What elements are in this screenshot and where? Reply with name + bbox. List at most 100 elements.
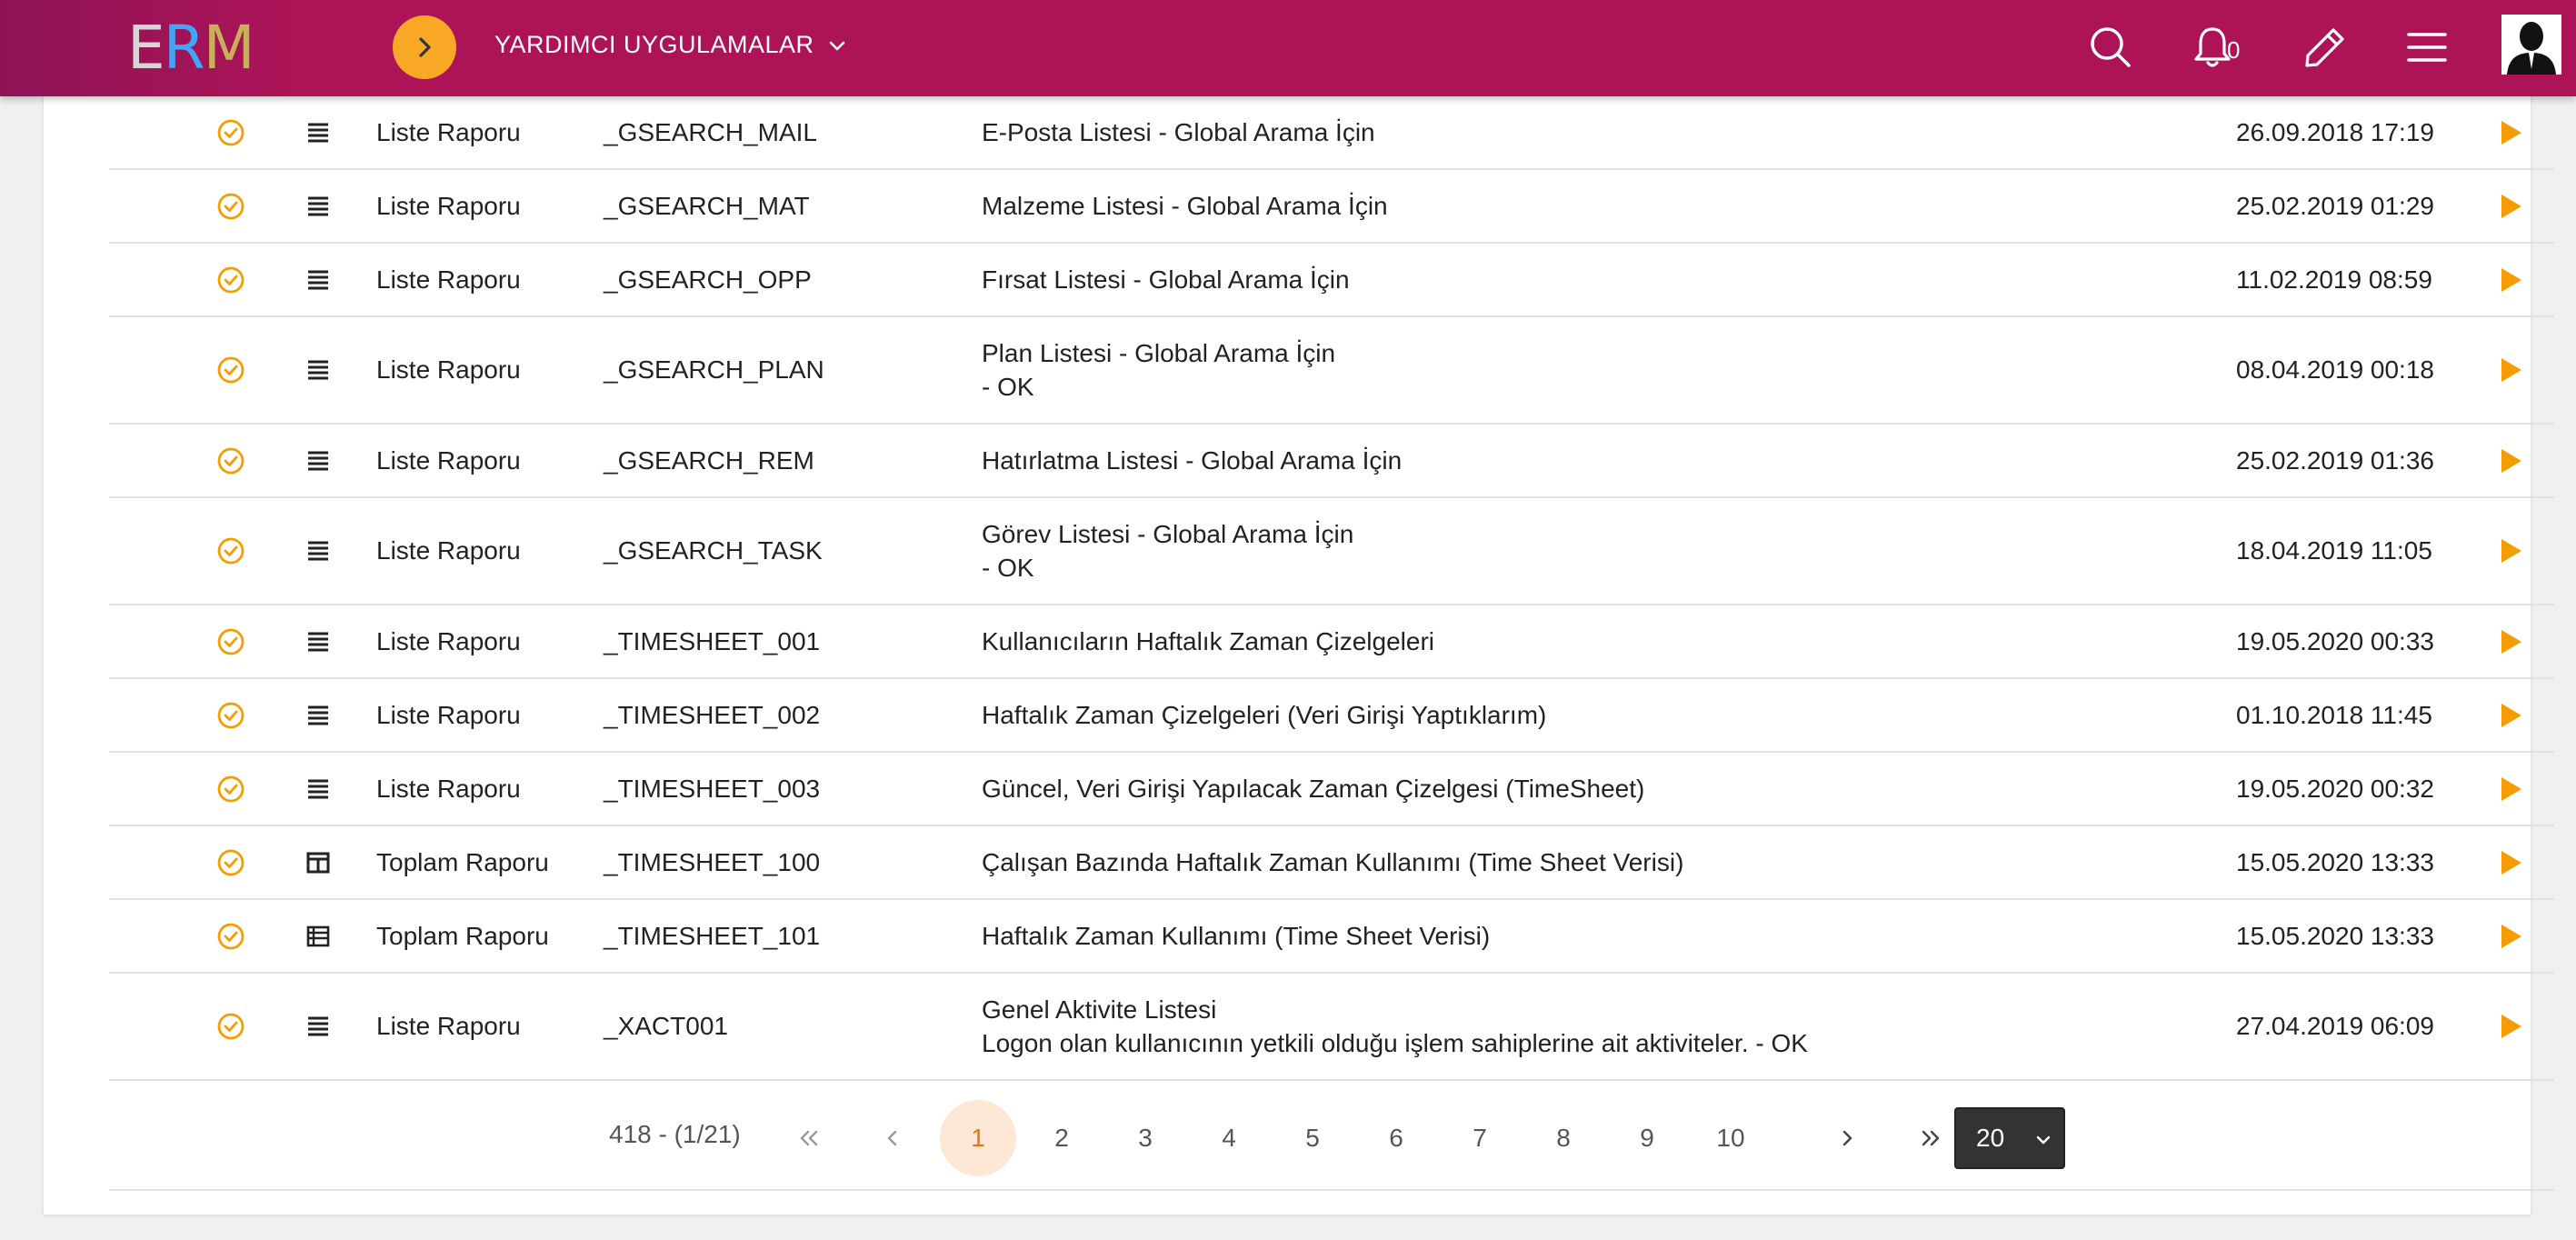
report-code[interactable]: _GSEARCH_OPP bbox=[604, 265, 812, 294]
report-code[interactable]: _TIMESHEET_001 bbox=[604, 626, 821, 655]
run-report-button[interactable] bbox=[2498, 679, 2523, 751]
report-description-line: E-Posta Listesi - Global Arama İçin bbox=[982, 118, 1375, 146]
report-description: Çalışan Bazında Haftalık Zaman Kullanımı… bbox=[982, 826, 1683, 898]
list-icon bbox=[308, 451, 328, 470]
table-row[interactable]: Liste Raporu _TIMESHEET_003 Güncel, Veri… bbox=[109, 753, 2554, 826]
report-description: Haftalık Zaman Çizelgeleri (Veri Girişi … bbox=[982, 679, 1546, 751]
user-avatar[interactable] bbox=[2501, 15, 2561, 75]
logo-letter-r: R bbox=[163, 13, 205, 83]
double-chevron-right-icon bbox=[1922, 1130, 1940, 1146]
run-report-button[interactable] bbox=[2498, 425, 2523, 496]
last-page-button[interactable] bbox=[1892, 1100, 1969, 1176]
search-button[interactable] bbox=[2083, 20, 2138, 75]
report-code[interactable]: _XACT001 bbox=[604, 1012, 728, 1040]
table-row[interactable]: Liste Raporu _GSEARCH_OPP Fırsat Listesi… bbox=[109, 244, 2554, 317]
table-row[interactable]: Liste Raporu _GSEARCH_TASK Görev Listesi… bbox=[109, 498, 2554, 605]
menu-icon bbox=[2407, 33, 2447, 62]
page-number-button[interactable]: 5 bbox=[1305, 1124, 1320, 1152]
report-code[interactable]: _GSEARCH_MAIL bbox=[604, 117, 817, 146]
table-row[interactable]: Liste Raporu _XACT001 Genel Aktivite Lis… bbox=[109, 974, 2554, 1081]
run-report-button[interactable] bbox=[2498, 753, 2523, 825]
check-circle-icon bbox=[217, 537, 245, 565]
logo-letter-e: E bbox=[127, 13, 165, 83]
search-icon bbox=[2091, 27, 2131, 67]
chevron-right-icon bbox=[1842, 1130, 1852, 1146]
run-report-button[interactable] bbox=[2498, 900, 2523, 972]
page-number-button[interactable]: 9 bbox=[1640, 1124, 1654, 1152]
report-description-line: Fırsat Listesi - Global Arama İçin bbox=[982, 265, 1350, 294]
table-row[interactable]: Liste Raporu _TIMESHEET_001 Kullanıcılar… bbox=[109, 605, 2554, 679]
list-icon bbox=[308, 196, 328, 215]
table-row[interactable]: Liste Raporu _GSEARCH_REM Hatırlatma Lis… bbox=[109, 425, 2554, 498]
first-page-button[interactable] bbox=[771, 1100, 847, 1176]
report-type-icon-cell bbox=[305, 826, 331, 898]
sidebar-toggle-button[interactable] bbox=[393, 15, 456, 79]
report-description-line: - OK bbox=[982, 554, 1034, 582]
report-code[interactable]: _TIMESHEET_101 bbox=[604, 921, 821, 950]
play-icon bbox=[2501, 194, 2521, 218]
report-description-line: Kullanıcıların Haftalık Zaman Çizelgeler… bbox=[982, 627, 1434, 655]
next-page-button[interactable] bbox=[1809, 1100, 1885, 1176]
report-date: 25.02.2019 01:29 bbox=[2236, 191, 2434, 220]
table-row[interactable]: Liste Raporu _GSEARCH_MAT Malzeme Listes… bbox=[109, 170, 2554, 244]
report-description-line: Güncel, Veri Girişi Yapılacak Zaman Çize… bbox=[982, 775, 1645, 803]
page-number-button[interactable]: 1 bbox=[940, 1100, 1016, 1176]
page-number-button[interactable]: 6 bbox=[1389, 1124, 1403, 1152]
table-row[interactable]: Toplam Raporu _TIMESHEET_101 Haftalık Za… bbox=[109, 900, 2554, 974]
chevron-down-icon bbox=[2036, 1135, 2051, 1145]
report-description-line: Logon olan kullanıcının yetkili olduğu i… bbox=[982, 1029, 1808, 1057]
report-code[interactable]: _GSEARCH_PLAN bbox=[604, 355, 824, 384]
run-report-button[interactable] bbox=[2498, 498, 2523, 604]
erm-logo[interactable]: ERM bbox=[127, 13, 255, 83]
page-number-button[interactable]: 8 bbox=[1556, 1124, 1571, 1152]
report-code[interactable]: _GSEARCH_REM bbox=[604, 445, 814, 475]
check-circle-icon bbox=[217, 775, 245, 802]
page-number-button[interactable]: 7 bbox=[1473, 1124, 1487, 1152]
report-description: Güncel, Veri Girişi Yapılacak Zaman Çize… bbox=[982, 753, 1644, 825]
chevron-right-icon bbox=[419, 37, 431, 57]
apps-menu-dropdown[interactable]: YARDIMCI UYGULAMALAR bbox=[494, 31, 847, 59]
main-menu-button[interactable] bbox=[2400, 20, 2454, 75]
run-report-button[interactable] bbox=[2498, 244, 2523, 315]
page-number-button[interactable]: 2 bbox=[1054, 1124, 1069, 1152]
notifications-button[interactable] bbox=[2185, 20, 2240, 75]
report-code[interactable]: _GSEARCH_MAT bbox=[604, 191, 810, 220]
edit-button[interactable] bbox=[2298, 20, 2352, 75]
table-row[interactable]: Toplam Raporu _TIMESHEET_100 Çalışan Baz… bbox=[109, 826, 2554, 900]
chevron-down-icon bbox=[829, 41, 844, 50]
table-row[interactable]: Liste Raporu _GSEARCH_MAIL E-Posta Liste… bbox=[109, 96, 2554, 170]
record-count: 418 - (1/21) bbox=[609, 1120, 741, 1148]
page-number-button[interactable]: 10 bbox=[1716, 1124, 1745, 1152]
report-description: E-Posta Listesi - Global Arama İçin bbox=[982, 96, 1375, 168]
page-number-button[interactable]: 3 bbox=[1138, 1124, 1153, 1152]
report-kind: Liste Raporu bbox=[376, 700, 521, 729]
report-date: 11.02.2019 08:59 bbox=[2236, 265, 2432, 294]
table-row[interactable]: Liste Raporu _TIMESHEET_002 Haftalık Zam… bbox=[109, 679, 2554, 753]
report-kind: Liste Raporu bbox=[376, 191, 521, 220]
run-report-button[interactable] bbox=[2498, 974, 2523, 1079]
run-report-button[interactable] bbox=[2498, 605, 2523, 677]
page-size-select[interactable]: 20 bbox=[1954, 1107, 2065, 1169]
report-code[interactable]: _TIMESHEET_100 bbox=[604, 847, 821, 876]
report-code[interactable]: _TIMESHEET_002 bbox=[604, 700, 821, 729]
play-icon bbox=[2501, 629, 2521, 654]
status-check bbox=[216, 826, 245, 898]
report-description: Hatırlatma Listesi - Global Arama İçin bbox=[982, 425, 1402, 496]
report-list-panel: Liste Raporu _GSEARCH_MAIL E-Posta Liste… bbox=[44, 0, 2554, 1215]
report-kind: Liste Raporu bbox=[376, 355, 521, 384]
run-report-button[interactable] bbox=[2498, 317, 2523, 423]
page-number-button[interactable]: 4 bbox=[1222, 1124, 1236, 1152]
run-report-button[interactable] bbox=[2498, 96, 2523, 168]
report-code[interactable]: _TIMESHEET_003 bbox=[604, 774, 821, 803]
bell-icon bbox=[2194, 27, 2231, 67]
status-check bbox=[216, 244, 245, 315]
table-row[interactable]: Liste Raporu _GSEARCH_PLAN Plan Listesi … bbox=[109, 317, 2554, 425]
run-report-button[interactable] bbox=[2498, 826, 2523, 898]
prev-page-button[interactable] bbox=[854, 1100, 931, 1176]
report-code[interactable]: _GSEARCH_TASK bbox=[604, 536, 823, 565]
report-type-icon-cell bbox=[305, 498, 331, 604]
double-chevron-left-icon bbox=[800, 1130, 818, 1146]
report-type-icon-cell bbox=[305, 317, 331, 423]
pagination-bar: 418 - (1/21) 1 2 3 4 5 6 7 8 9 10 20 bbox=[109, 1084, 2554, 1191]
run-report-button[interactable] bbox=[2498, 170, 2523, 242]
